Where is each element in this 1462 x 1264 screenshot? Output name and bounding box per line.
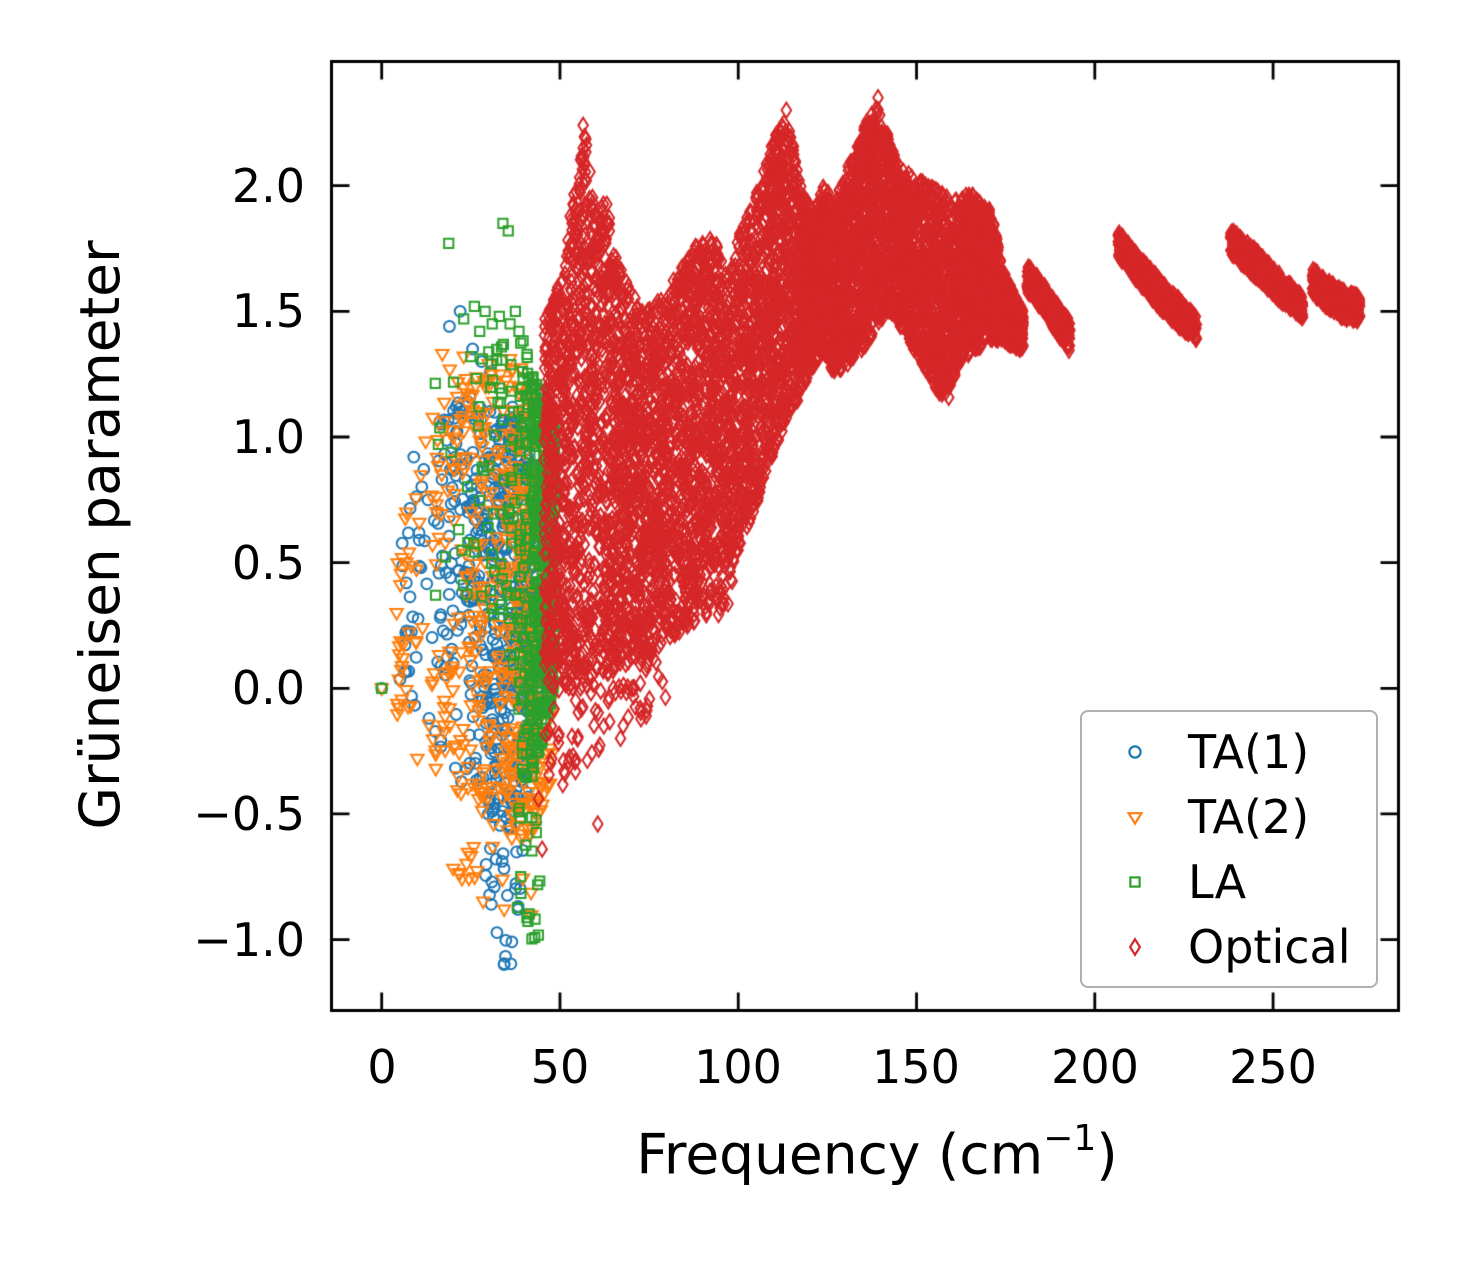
legend-entry-la: LA bbox=[1118, 849, 1376, 914]
y-tick-label: 0.5 bbox=[231, 536, 305, 590]
x-axis-label-superscript: −1 bbox=[1043, 1118, 1097, 1159]
legend-label: TA(1) bbox=[1188, 724, 1310, 779]
x-axis-label-suffix: ) bbox=[1096, 1122, 1118, 1187]
circle-marker-icon bbox=[1128, 744, 1142, 759]
y-tick-label: 0.0 bbox=[231, 661, 305, 715]
x-tick-label: 50 bbox=[530, 1040, 590, 1094]
y-axis-label: Grüneisen parameter bbox=[68, 240, 132, 830]
legend-label: LA bbox=[1188, 854, 1247, 909]
x-tick-label: 0 bbox=[367, 1040, 397, 1094]
y-tick-label: 1.5 bbox=[231, 284, 305, 338]
x-tick-label: 250 bbox=[1229, 1040, 1317, 1094]
square-marker-icon bbox=[1129, 875, 1141, 888]
x-axis-label-text: Frequency (cm bbox=[636, 1122, 1044, 1187]
legend-label: TA(2) bbox=[1188, 789, 1310, 844]
x-tick-label: 200 bbox=[1051, 1040, 1139, 1094]
triangle-down-marker-icon bbox=[1126, 811, 1144, 826]
diamond-marker-icon bbox=[1128, 936, 1142, 957]
y-tick-label: −1.0 bbox=[193, 913, 305, 967]
y-tick-label: 1.0 bbox=[231, 410, 305, 464]
y-tick-label: −0.5 bbox=[193, 787, 305, 841]
legend-entry-optical: Optical bbox=[1118, 914, 1376, 979]
x-axis-label: Frequency (cm−1) bbox=[330, 1118, 1412, 1187]
legend-entry-ta1: TA(1) bbox=[1118, 719, 1376, 784]
legend-label: Optical bbox=[1188, 919, 1351, 974]
legend: TA(1) TA(2) LA Optical bbox=[1080, 710, 1378, 988]
x-tick-label: 150 bbox=[872, 1040, 960, 1094]
legend-entry-ta2: TA(2) bbox=[1118, 784, 1376, 849]
y-tick-label: 2.0 bbox=[231, 159, 305, 213]
x-tick-label: 100 bbox=[694, 1040, 782, 1094]
